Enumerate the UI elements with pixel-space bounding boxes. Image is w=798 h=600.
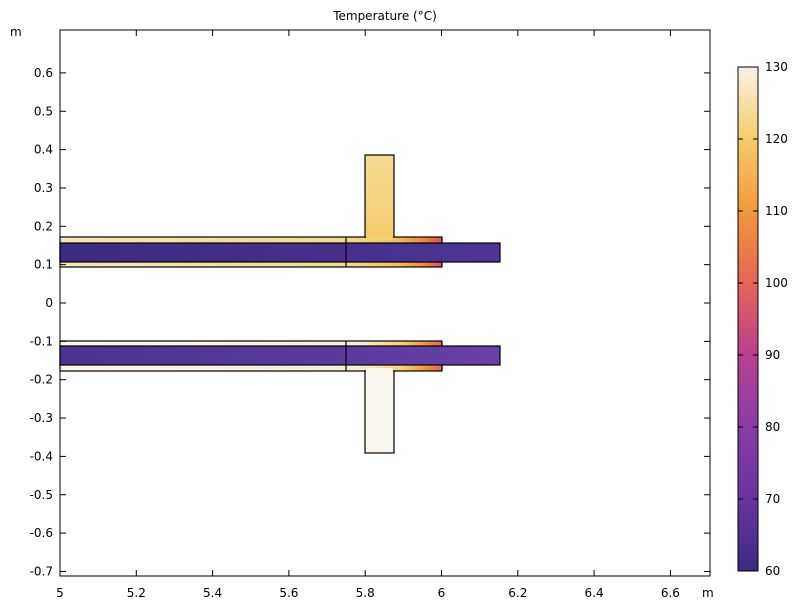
y-tick-label: -0.2 — [30, 373, 53, 387]
colorbar-tick-label: 120 — [765, 132, 788, 146]
plot-area — [59, 29, 711, 577]
x-tick-label: 6.2 — [508, 586, 527, 600]
y-tick-label: 0.3 — [34, 181, 53, 195]
x-tick-label: 5.8 — [356, 586, 375, 600]
y-axis: 0.6 0.5 0.4 0.3 0.2 0.1 0 -0.1 -0.2 -0.3 -0.4 -0.5 -… — [30, 66, 710, 578]
colorbar-tick-label: 130 — [765, 60, 788, 74]
y-tick-label: -0.5 — [30, 488, 53, 502]
upper-tube-domain — [59, 242, 501, 263]
lower-outlet-joint — [366, 368, 393, 374]
upper-inlet-domain — [364, 154, 395, 238]
y-tick-label: -0.3 — [30, 411, 53, 425]
x-axis: 5 5.2 5.4 5.6 5.8 6 6.2 6.4 6.6 — [56, 30, 680, 600]
colorbar-tick-label: 80 — [765, 420, 780, 434]
x-tick-label: 5 — [56, 586, 64, 600]
x-tick-label: 6.6 — [661, 586, 680, 600]
geometry-domains — [59, 154, 501, 454]
colorbar-ticks: 130 120 110 100 90 80 70 60 — [738, 60, 788, 578]
colorbar-tick-label: 70 — [765, 492, 780, 506]
colorbar-tick-label: 90 — [765, 348, 780, 362]
y-tick-label: 0.4 — [34, 143, 53, 157]
colorbar — [737, 66, 759, 572]
y-tick-label: 0.1 — [34, 258, 53, 272]
colorbar-tick-label: 100 — [765, 276, 788, 290]
y-tick-label: -0.6 — [30, 526, 53, 540]
y-tick-label: 0 — [45, 296, 53, 310]
x-tick-label: 6.4 — [585, 586, 604, 600]
x-unit-label: m — [702, 586, 714, 600]
y-tick-label: 0.5 — [34, 104, 53, 118]
y-unit-label: m — [10, 25, 22, 39]
y-tick-label: 0.2 — [34, 219, 53, 233]
y-tick-label: 0.6 — [34, 66, 53, 80]
x-tick-label: 5.2 — [127, 586, 146, 600]
colorbar-tick-label: 60 — [765, 564, 780, 578]
x-tick-label: 6 — [438, 586, 446, 600]
y-tick-label: -0.7 — [30, 564, 53, 578]
lower-tube-domain — [59, 345, 501, 366]
y-tick-label: -0.1 — [30, 334, 53, 348]
chart-title: Temperature (°C) — [332, 9, 437, 23]
upper-inlet-joint — [366, 234, 393, 240]
colorbar-tick-label: 110 — [765, 204, 788, 218]
x-tick-label: 5.6 — [279, 586, 298, 600]
y-tick-label: -0.4 — [30, 449, 53, 463]
lower-outlet-domain — [364, 370, 395, 454]
x-tick-label: 5.4 — [203, 586, 222, 600]
